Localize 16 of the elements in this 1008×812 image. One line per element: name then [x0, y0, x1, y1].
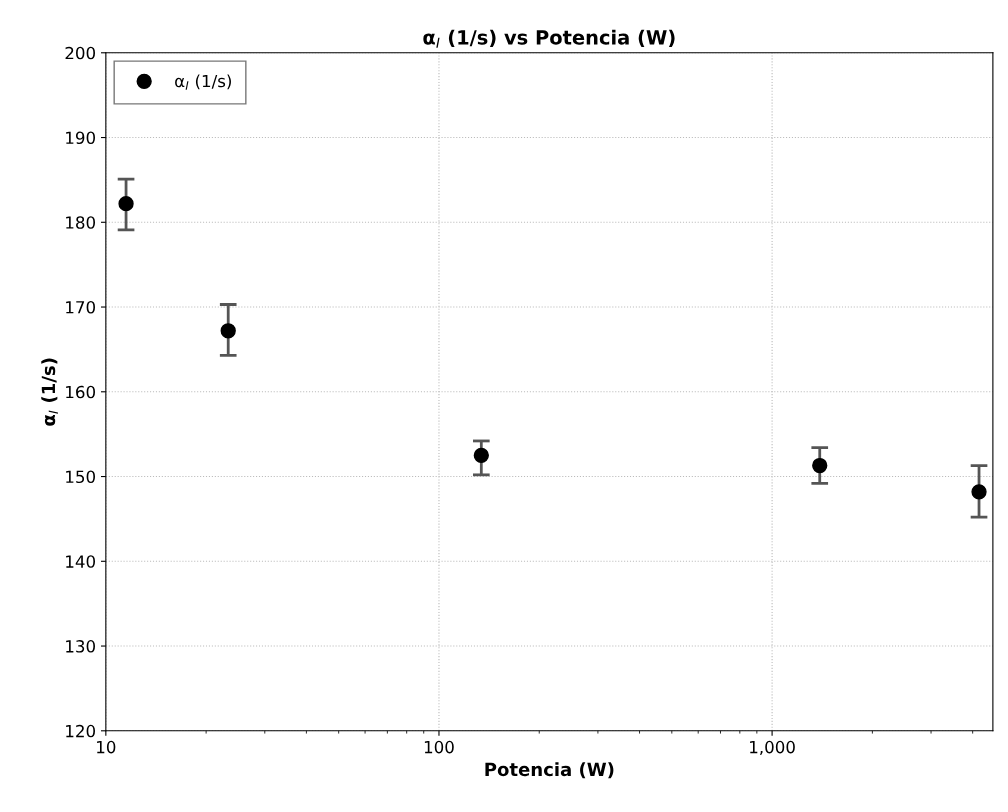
y-axis-title: α$_{I}$ (1/s) [41, 358, 58, 426]
legend-label: α$_{I}$ (1/s) [175, 74, 231, 90]
y-tick-label: 150 [66, 470, 96, 484]
x-tick-label: 10 [97, 740, 116, 754]
y-tick-label: 200 [65, 46, 96, 60]
x-tick-label: 1,000 [750, 740, 795, 756]
y-tick-label: 180 [66, 216, 96, 229]
y-tick-label: 120 [66, 724, 96, 738]
y-tick-label: 190 [66, 131, 96, 145]
y-tick-label: 170 [66, 301, 96, 314]
y-tick-label: 160 [66, 385, 96, 399]
y-tick-label: 130 [66, 640, 96, 653]
chart-title: α$_{I}$ (1/s) vs Potencia (W) [423, 29, 675, 48]
x-tick-label: 100 [424, 740, 454, 754]
y-tick-label: 140 [66, 555, 96, 568]
x-axis-title: Potencia (W) [485, 762, 614, 779]
